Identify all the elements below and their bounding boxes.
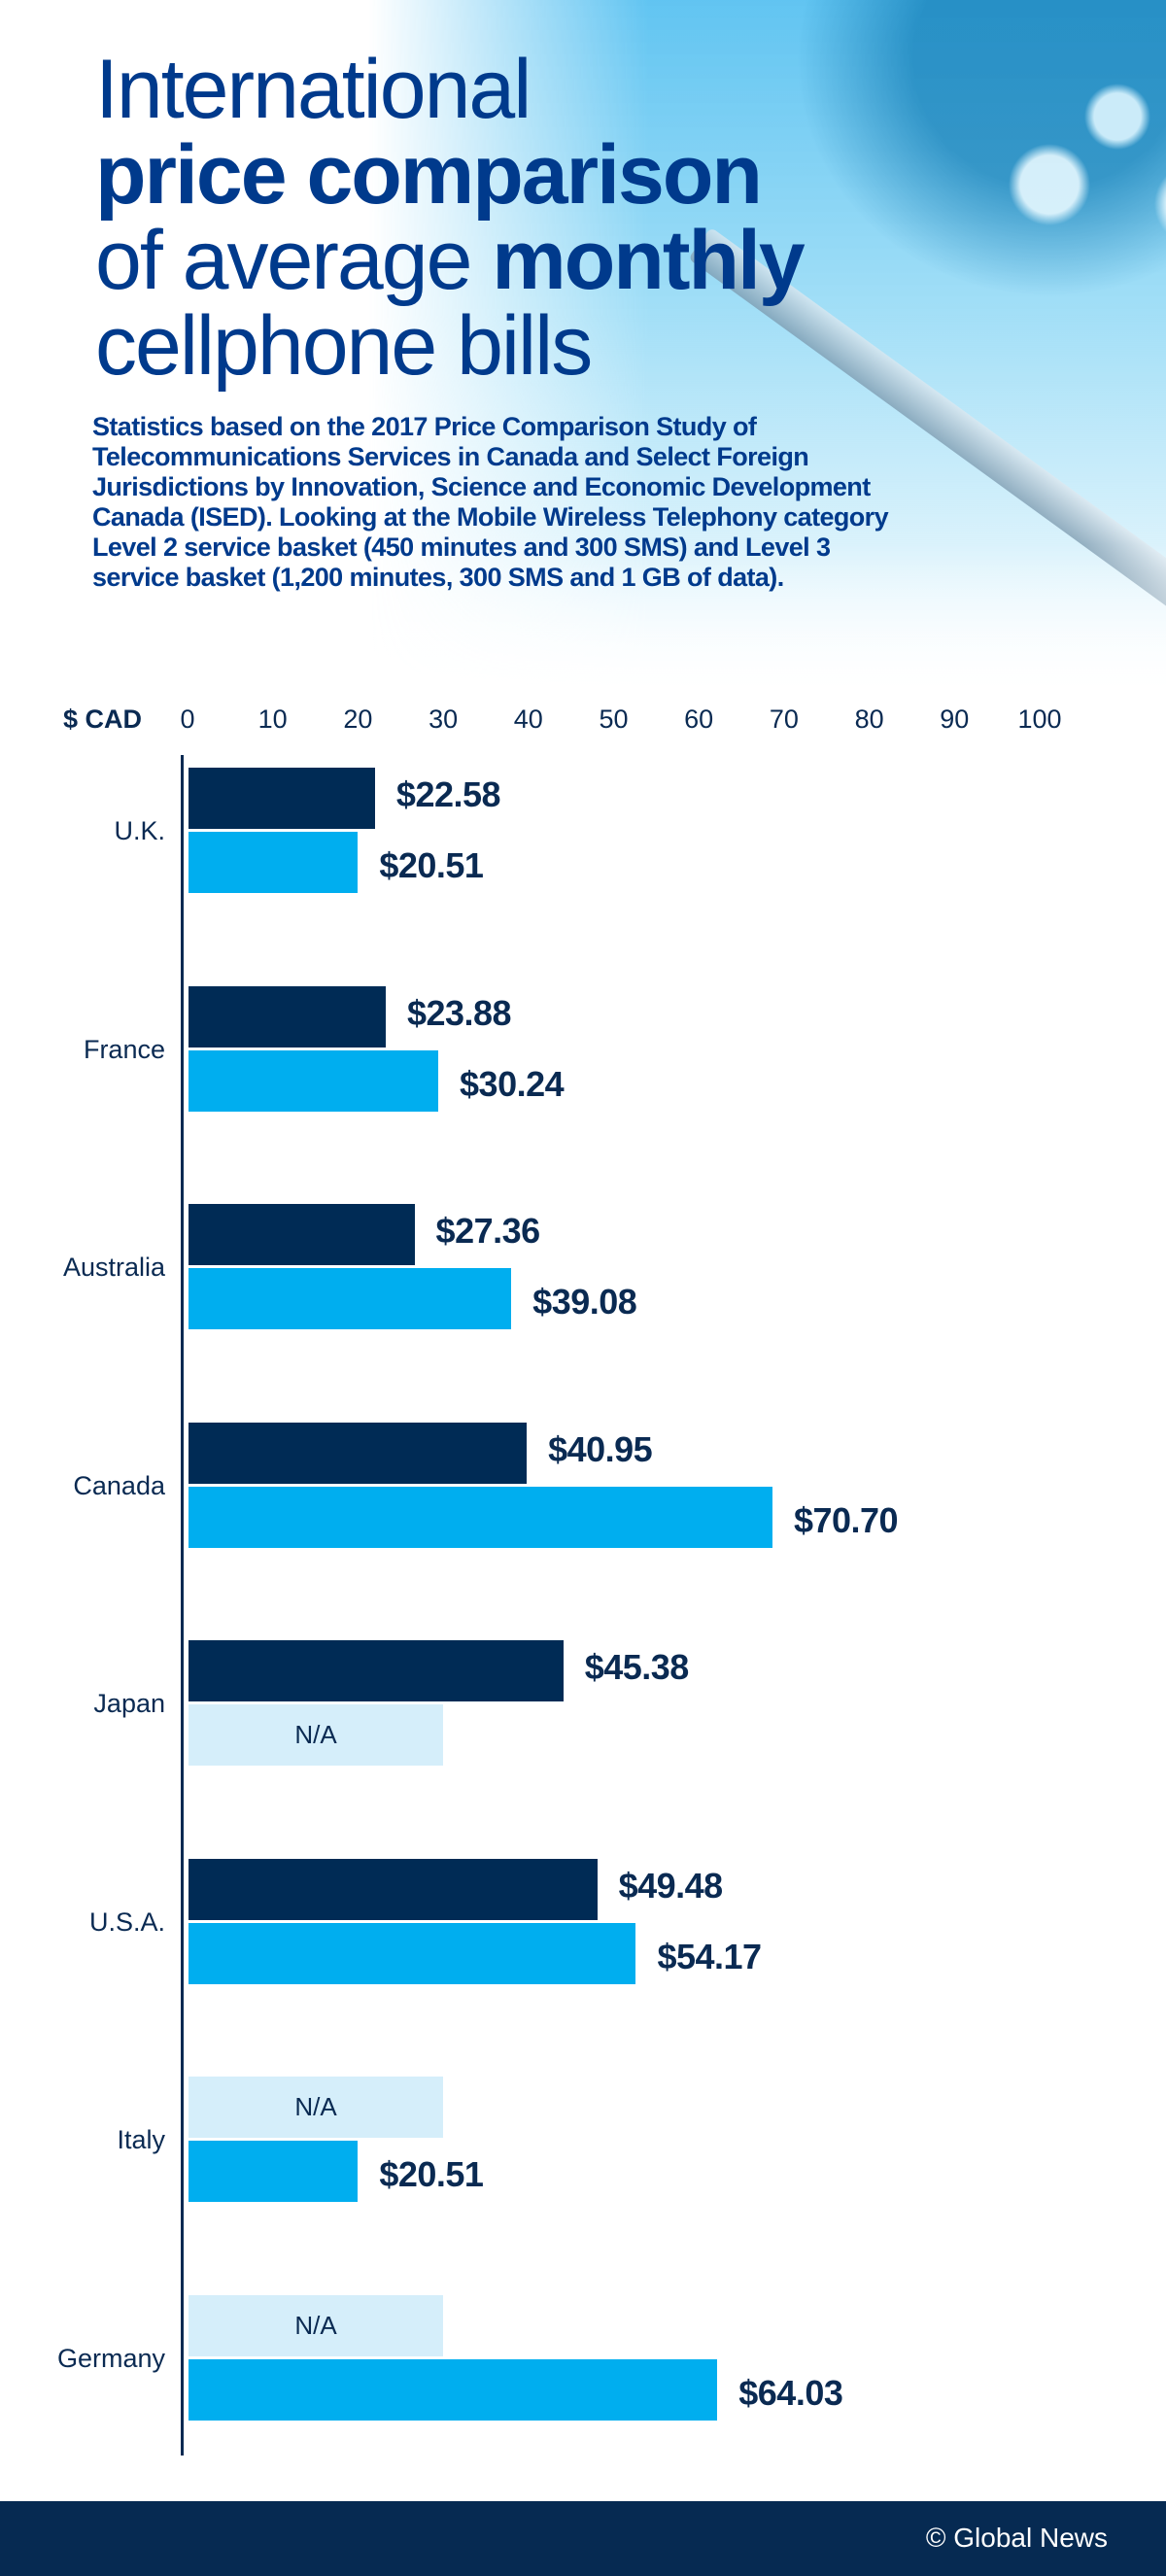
x-tick-label: 30 xyxy=(429,704,459,734)
value-label: $45.38 xyxy=(584,1647,690,1687)
category-label: U.K. xyxy=(114,816,165,845)
description: Statistics based on the 2017 Price Compa… xyxy=(92,412,889,592)
x-axis-label: $ CAD xyxy=(63,704,143,734)
hero-fade xyxy=(0,544,1166,700)
title-line-1: International xyxy=(95,43,532,136)
title-line-3-regular: of average xyxy=(95,214,493,307)
value-label: $30.24 xyxy=(460,1063,565,1104)
category-label: France xyxy=(83,1034,165,1064)
value-label: $54.17 xyxy=(657,1936,762,1976)
title-line-2: price comparison xyxy=(95,128,763,222)
value-label: $49.48 xyxy=(618,1865,724,1906)
x-tick-label: 70 xyxy=(769,704,799,734)
x-tick-label: 90 xyxy=(940,704,970,734)
x-tick-label: 80 xyxy=(854,704,884,734)
value-label: $40.95 xyxy=(548,1428,653,1469)
footer-credit: © Global News xyxy=(925,2523,1108,2553)
x-tick-label: 0 xyxy=(180,704,195,734)
x-tick-label: 40 xyxy=(513,704,543,734)
bar-level-light xyxy=(189,1486,772,1548)
value-label: $20.51 xyxy=(379,2154,484,2194)
category-label: Australia xyxy=(62,1253,165,1282)
title-line-3-bold: monthly xyxy=(492,214,805,307)
value-label: $39.08 xyxy=(532,1282,637,1322)
category-label: Canada xyxy=(73,1470,165,1500)
na-bar xyxy=(189,2294,443,2356)
category-label: U.S.A. xyxy=(88,1906,165,1937)
value-label: $23.88 xyxy=(406,992,512,1033)
bar-level-dark xyxy=(189,1640,564,1701)
footer: © Global News xyxy=(0,2501,1166,2576)
value-label: $64.03 xyxy=(738,2372,843,2413)
x-tick-label: 50 xyxy=(599,704,629,734)
category-label: Germany xyxy=(56,2343,165,2373)
page-title: International price comparison of averag… xyxy=(95,43,806,393)
bar-level-dark xyxy=(189,985,386,1048)
na-bar xyxy=(189,1704,443,1766)
bar-level-light xyxy=(189,2141,359,2202)
value-label: $22.58 xyxy=(395,774,501,814)
bar-level-light xyxy=(189,832,359,893)
na-bar xyxy=(189,2077,443,2138)
bar-level-light xyxy=(189,1922,636,1984)
value-label: $20.51 xyxy=(379,845,484,885)
bar-level-light xyxy=(189,2358,718,2421)
x-tick-label: 60 xyxy=(684,704,714,734)
na-label: N/A xyxy=(294,1720,337,1749)
category-label: Italy xyxy=(117,2125,165,2154)
y-axis-line xyxy=(181,755,184,2456)
x-tick-label: 10 xyxy=(257,704,288,734)
bar-level-light xyxy=(189,1049,439,1112)
bar-level-dark xyxy=(189,768,375,829)
value-label: $27.36 xyxy=(435,1211,541,1251)
bar-level-dark xyxy=(189,1422,528,1484)
bar-level-light xyxy=(189,1268,512,1329)
bar-level-dark xyxy=(189,1858,598,1920)
na-label: N/A xyxy=(294,2310,337,2340)
title-line-4: cellphone bills xyxy=(95,299,593,393)
x-tick-label: 100 xyxy=(1017,704,1062,734)
na-label: N/A xyxy=(294,2092,337,2121)
bar-level-dark xyxy=(189,1204,415,1265)
value-label: $70.70 xyxy=(793,1499,899,1540)
x-tick-label: 20 xyxy=(343,704,373,734)
category-label: Japan xyxy=(93,1689,165,1718)
